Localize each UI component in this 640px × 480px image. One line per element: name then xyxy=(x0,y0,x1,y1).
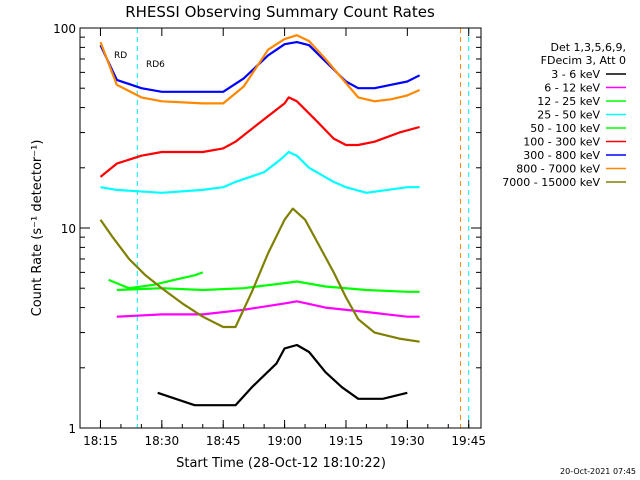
legend-label-3: 25 - 50 keV xyxy=(537,109,600,122)
y-tick-label-2: 100 xyxy=(53,22,76,36)
x-tick-label-2: 18:45 xyxy=(206,434,241,448)
x-axis-label: Start Time (28-Oct-12 18:10:22) xyxy=(176,456,386,471)
series-line-8 xyxy=(99,207,420,343)
generation-timestamp: 20-Oct-2021 07:45 xyxy=(560,467,636,476)
axes-layer: 18:15 18:30 18:45 19:00 19:15 19:30 19:45 1 10 10… xyxy=(53,22,486,448)
legend-header-decimation: FDecim 3, Att 0 xyxy=(541,54,626,67)
legend-label-2: 12 - 25 keV xyxy=(537,95,600,108)
markers-layer: RD RD6 xyxy=(114,51,165,70)
legend: Det 1,3,5,6,9, FDecim 3, Att 0 3 - 6 keV… xyxy=(502,41,626,189)
legend-label-0: 3 - 6 keV xyxy=(551,68,600,81)
legend-label-1: 6 - 12 keV xyxy=(544,82,600,95)
series-line-2 xyxy=(116,280,420,293)
legend-label-7: 800 - 7000 keV xyxy=(516,163,600,176)
x-tick-label-5: 19:30 xyxy=(390,434,425,448)
series-line-4 xyxy=(108,271,204,290)
legend-label-6: 300 - 800 keV xyxy=(523,149,600,162)
x-tick-label-3: 19:00 xyxy=(267,434,302,448)
y-tick-label-1: 10 xyxy=(61,222,76,236)
series-line-3 xyxy=(100,150,420,194)
legend-label-5: 100 - 300 keV xyxy=(523,136,600,149)
series-layer xyxy=(99,34,421,407)
series-line-7 xyxy=(99,34,421,105)
series-line-1 xyxy=(116,300,420,318)
series-line-0 xyxy=(157,343,408,407)
legend-header-detectors: Det 1,3,5,6,9, xyxy=(550,41,626,54)
series-line-6 xyxy=(99,41,421,93)
y-axis-label: Count Rate (s⁻¹ detector⁻¹) xyxy=(30,140,45,317)
y-tick-label-0: 1 xyxy=(68,422,76,436)
legend-label-4: 50 - 100 keV xyxy=(530,122,600,135)
marker-label-1: RD6 xyxy=(146,60,165,70)
marker-label-0: RD xyxy=(114,51,127,61)
x-tick-label-4: 19:15 xyxy=(329,434,364,448)
legend-label-8: 7000 - 15000 keV xyxy=(502,176,600,189)
series-line-5 xyxy=(99,96,420,178)
x-tick-label-0: 18:15 xyxy=(83,434,118,448)
x-tick-label-1: 18:30 xyxy=(145,434,180,448)
chart-title: RHESSI Observing Summary Count Rates xyxy=(125,3,435,21)
x-tick-label-6: 19:45 xyxy=(451,434,486,448)
